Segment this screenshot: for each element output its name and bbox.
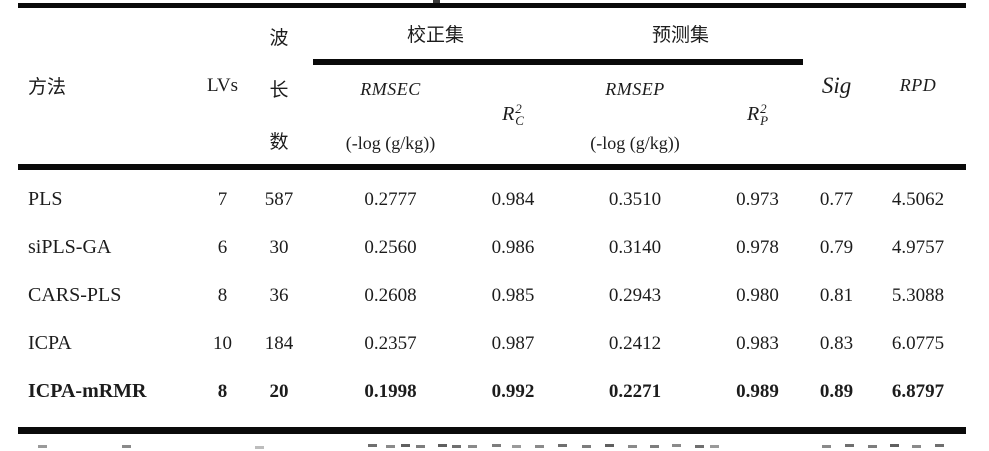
sig-cell: 0.89	[819, 380, 854, 402]
col-header-rpd: RPD	[899, 74, 937, 95]
col-header-sig: Sig	[821, 72, 852, 98]
cropped-footnote-artifact	[0, 444, 9, 447]
table-row: ICPA-mRMR 8 20 0.1998 0.992 0.2271 0.989…	[18, 368, 966, 416]
lvs-cell: 8	[217, 380, 228, 402]
sig-cell: 0.77	[819, 188, 854, 210]
rmsep-cell: 0.2412	[608, 332, 662, 354]
group-header-calibration-set: 校正集	[313, 5, 559, 65]
rp2-cell: 0.983	[736, 332, 779, 354]
sig-cell: 0.83	[819, 332, 854, 354]
rmsep-cell: 0.3140	[608, 236, 662, 258]
cropped-caption-artifact	[433, 0, 440, 3]
wavelength-count-cell: 30	[269, 236, 289, 258]
rmsec-cell: 0.2357	[364, 332, 417, 354]
results-table: 方法 LVs 波 长 数 校正集 预测集 Sig RPD RMSEC	[18, 3, 967, 434]
bottom-spacer-row	[18, 416, 966, 431]
lvs-cell: 8	[217, 284, 228, 306]
rc2-cell: 0.986	[491, 236, 535, 258]
rmsep-cell: 0.2271	[608, 380, 662, 402]
table-row: CARS-PLS 8 36 0.2608 0.985 0.2943 0.980 …	[18, 272, 966, 320]
rpd-cell: 6.8797	[891, 380, 945, 402]
rpd-cell: 6.0775	[891, 332, 945, 354]
rpd-cell: 4.5062	[891, 188, 945, 210]
table-row: siPLS-GA 6 30 0.2560 0.986 0.3140 0.978 …	[18, 224, 966, 272]
lvs-cell: 10	[213, 332, 232, 354]
rp2-cell: 0.989	[736, 380, 779, 402]
rpd-cell: 4.9757	[891, 236, 945, 258]
rp2-cell: 0.978	[736, 236, 779, 258]
header-bottom-rule	[18, 163, 967, 170]
method-cell: PLS	[28, 188, 63, 210]
rc2-cell: 0.987	[491, 332, 535, 354]
col-header-rmsec: RMSEC (-log (g/kg))	[345, 78, 436, 153]
wavelength-count-cell: 587	[264, 188, 294, 210]
rp2-cell: 0.980	[736, 284, 779, 306]
rmsec-cell: 0.2608	[364, 284, 417, 306]
lvs-cell: 7	[217, 188, 228, 210]
table-row: ICPA 10 184 0.2357 0.987 0.2412 0.983 0.…	[18, 320, 966, 368]
rmsep-cell: 0.3510	[608, 188, 662, 210]
col-header-lvs: LVs	[207, 74, 238, 96]
method-cell: ICPA	[28, 332, 72, 354]
method-cell: ICPA-mRMR	[28, 380, 147, 402]
method-cell: CARS-PLS	[28, 284, 122, 306]
sig-cell: 0.79	[819, 236, 854, 258]
header-group-row: 方法 LVs 波 长 数 校正集 预测集 Sig RPD	[18, 5, 966, 153]
col-header-rmsep: RMSEP (-log (g/kg))	[590, 78, 680, 153]
rc2-cell: 0.992	[491, 380, 535, 402]
wavelength-count-cell: 36	[269, 284, 289, 306]
rc2-cell: 0.985	[491, 284, 535, 306]
wavelength-vertical-label: 波 长 数	[269, 28, 289, 154]
rpd-cell: 5.3088	[891, 284, 945, 306]
wavelength-count-cell: 20	[269, 380, 289, 402]
method-cell: siPLS-GA	[28, 236, 112, 258]
group-header-prediction-set: 预测集	[558, 5, 804, 65]
sig-cell: 0.81	[819, 284, 854, 306]
rc2-cell: 0.984	[491, 188, 535, 210]
wavelength-count-cell: 184	[264, 332, 294, 354]
rmsec-cell: 0.1998	[364, 380, 417, 402]
table-header: 方法 LVs 波 长 数 校正集 预测集 Sig RPD RMSEC	[18, 5, 967, 170]
table-row: PLS 7 587 0.2777 0.984 0.3510 0.973 0.77…	[18, 176, 966, 224]
rmsec-cell: 0.2777	[364, 188, 417, 210]
rp2-cell: 0.973	[736, 188, 779, 210]
rmsec-cell: 0.2560	[364, 236, 417, 258]
col-header-wavelength-count: 波 长 数	[245, 6, 313, 164]
col-header-method: 方法	[28, 77, 67, 99]
lvs-cell: 6	[217, 236, 228, 258]
table-body: PLS 7 587 0.2777 0.984 0.3510 0.973 0.77…	[18, 170, 966, 431]
rmsep-cell: 0.2943	[608, 284, 662, 306]
